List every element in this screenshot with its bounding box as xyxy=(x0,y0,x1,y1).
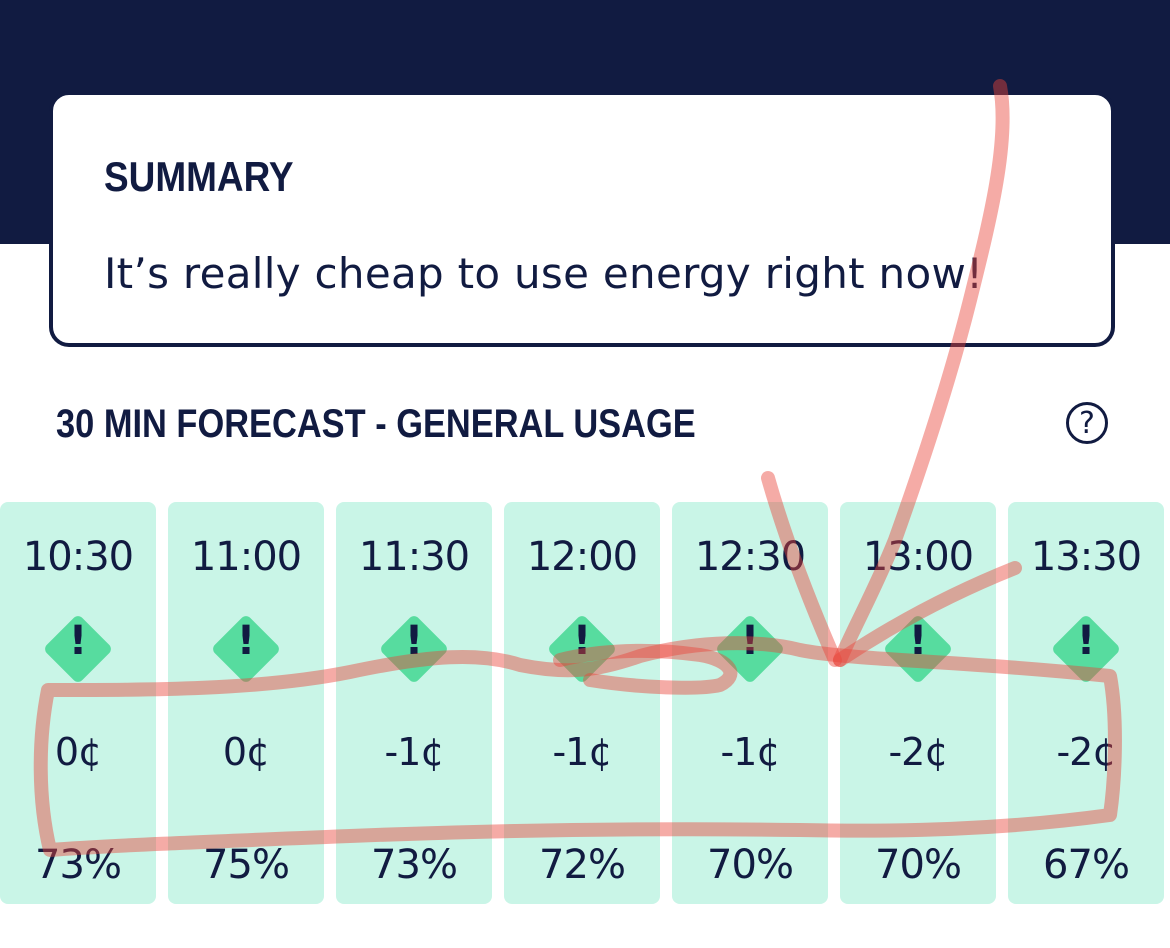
column-time: 12:30 xyxy=(694,534,806,580)
column-time: 13:00 xyxy=(862,534,974,580)
forecast-columns: 10:30 ! 0¢ 73% 11:00 ! 0¢ 75% 11:30 ! -1… xyxy=(0,502,1170,904)
column-percent: 72% xyxy=(539,842,626,888)
warning-glyph: ! xyxy=(404,618,424,664)
column-price: 0¢ xyxy=(222,730,270,774)
forecast-column[interactable]: 12:30 ! -1¢ 70% xyxy=(672,502,828,904)
column-percent: 70% xyxy=(707,842,794,888)
column-time: 13:30 xyxy=(1030,534,1142,580)
forecast-column[interactable]: 11:30 ! -1¢ 73% xyxy=(336,502,492,904)
column-time: 11:00 xyxy=(190,534,302,580)
help-glyph: ? xyxy=(1079,405,1095,441)
warning-glyph: ! xyxy=(908,618,928,664)
help-icon[interactable]: ? xyxy=(1066,402,1108,444)
warning-glyph: ! xyxy=(572,618,592,664)
column-time: 12:00 xyxy=(526,534,638,580)
column-price: -2¢ xyxy=(888,730,948,774)
column-price: 0¢ xyxy=(54,730,102,774)
forecast-column[interactable]: 13:00 ! -2¢ 70% xyxy=(840,502,996,904)
warning-glyph: ! xyxy=(236,618,256,664)
column-percent: 67% xyxy=(1043,842,1130,888)
column-price: -2¢ xyxy=(1056,730,1116,774)
warning-glyph: ! xyxy=(740,618,760,664)
column-percent: 73% xyxy=(35,842,122,888)
column-time: 11:30 xyxy=(358,534,470,580)
forecast-column[interactable]: 11:00 ! 0¢ 75% xyxy=(168,502,324,904)
column-price: -1¢ xyxy=(384,730,444,774)
column-percent: 75% xyxy=(203,842,290,888)
column-percent: 73% xyxy=(371,842,458,888)
column-percent: 70% xyxy=(875,842,962,888)
forecast-column[interactable]: 12:00 ! -1¢ 72% xyxy=(504,502,660,904)
column-price: -1¢ xyxy=(552,730,612,774)
forecast-column[interactable]: 10:30 ! 0¢ 73% xyxy=(0,502,156,904)
summary-card: SUMMARY It’s really cheap to use energy … xyxy=(49,91,1115,347)
forecast-column[interactable]: 13:30 ! -2¢ 67% xyxy=(1008,502,1164,904)
summary-text: It’s really cheap to use energy right no… xyxy=(104,249,984,298)
column-price: -1¢ xyxy=(720,730,780,774)
summary-title: SUMMARY xyxy=(104,153,294,200)
forecast-title: 30 MIN FORECAST - GENERAL USAGE xyxy=(56,402,696,446)
column-time: 10:30 xyxy=(22,534,134,580)
warning-glyph: ! xyxy=(68,618,88,664)
warning-glyph: ! xyxy=(1076,618,1096,664)
